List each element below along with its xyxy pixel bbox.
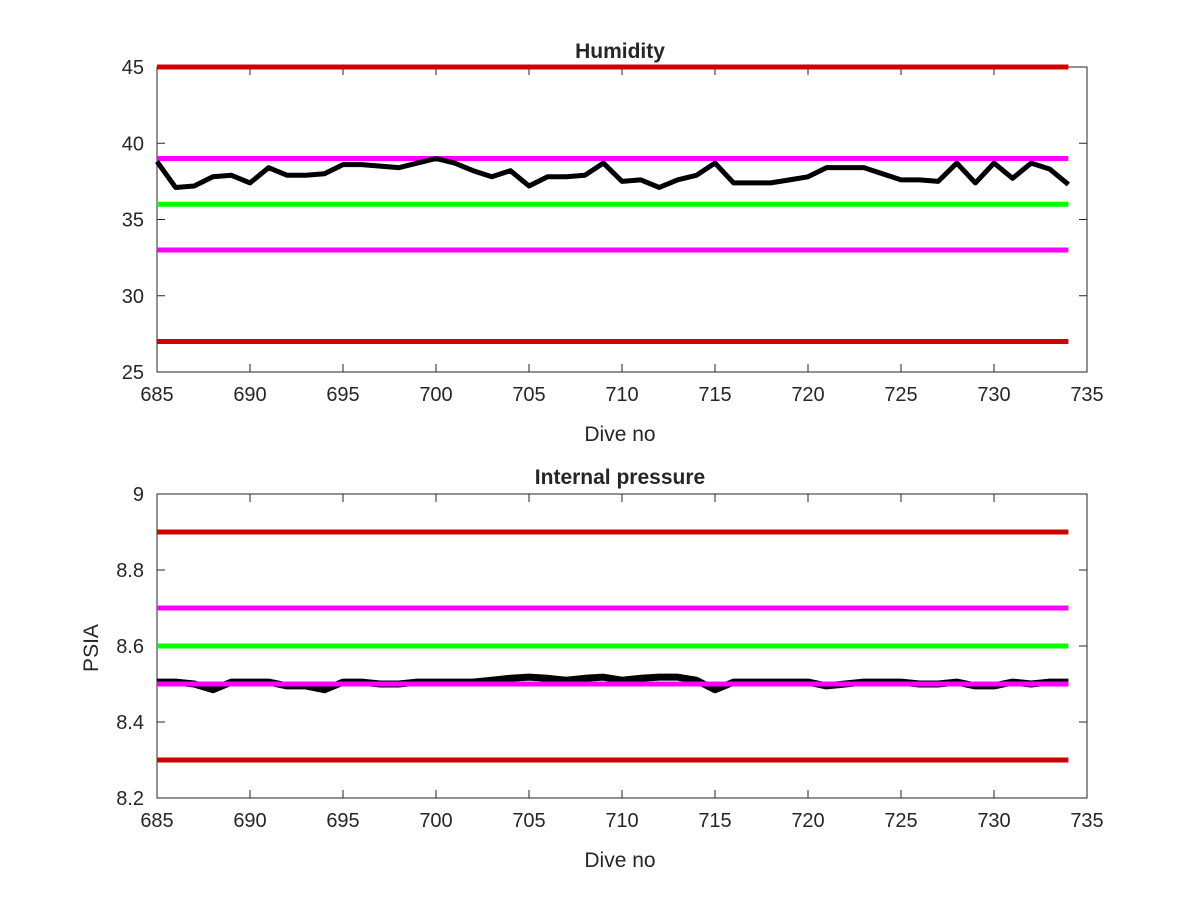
humidity-y-tick-label: 30 <box>122 286 144 308</box>
humidity-axes: Humidity Dive no 685 690 695 700 705 710 715 72… <box>122 40 1104 446</box>
humidity-series-line-0 <box>154 156 1070 190</box>
humidity-y-tick-label: 25 <box>122 362 144 384</box>
internal-pressure-x-tick-label: 685 <box>140 810 173 832</box>
humidity-x-tick-label: 720 <box>791 384 824 406</box>
internal-pressure-y-tick-label: 8.6 <box>116 636 144 658</box>
humidity-x-tick-label: 700 <box>419 384 452 406</box>
humidity-x-tick-label: 715 <box>698 384 731 406</box>
internal-pressure-x-tick-label: 700 <box>419 810 452 832</box>
internal-pressure-y-tick-label: 8.4 <box>116 712 144 734</box>
internal-pressure-x-tick-label: 720 <box>791 810 824 832</box>
humidity-x-tick-label: 705 <box>512 384 545 406</box>
internal-pressure-x-tick-label: 695 <box>326 810 359 832</box>
humidity-title: Humidity <box>575 40 665 63</box>
humidity-y-tick-label: 35 <box>122 210 144 232</box>
internal-pressure-y-tick-label: 8.2 <box>116 788 144 810</box>
humidity-x-tick-label: 695 <box>326 384 359 406</box>
humidity-x-tick-label: 730 <box>977 384 1010 406</box>
humidity-x-axis-label: Dive no <box>584 423 655 446</box>
internal-pressure-x-tick-label: 715 <box>698 810 731 832</box>
humidity-y-tick-label: 40 <box>122 133 144 155</box>
internal-pressure-title: Internal pressure <box>535 466 705 489</box>
humidity-x-tick-label: 725 <box>884 384 917 406</box>
humidity-x-tick-label: 735 <box>1070 384 1103 406</box>
internal-pressure-x-tick-label: 710 <box>605 810 638 832</box>
internal-pressure-x-tick-label: 730 <box>977 810 1010 832</box>
internal-pressure-y-tick-label: 9 <box>133 484 144 506</box>
internal-pressure-axes: Internal pressure Dive no PSIA 685 690 695… <box>80 466 1104 872</box>
internal-pressure-x-tick-label: 735 <box>1070 810 1103 832</box>
internal-pressure-x-tick-label: 725 <box>884 810 917 832</box>
internal-pressure-x-tick-label: 705 <box>512 810 545 832</box>
internal-pressure-y-tick-label: 8.8 <box>116 560 144 582</box>
humidity-x-tick-label: 690 <box>233 384 266 406</box>
internal-pressure-x-tick-label: 690 <box>233 810 266 832</box>
humidity-y-tick-label: 45 <box>122 57 144 79</box>
humidity-x-tick-label: 685 <box>140 384 173 406</box>
internal-pressure-y-axis-label: PSIA <box>80 624 103 672</box>
internal-pressure-x-axis-label: Dive no <box>584 849 655 872</box>
humidity-x-tick-label: 710 <box>605 384 638 406</box>
